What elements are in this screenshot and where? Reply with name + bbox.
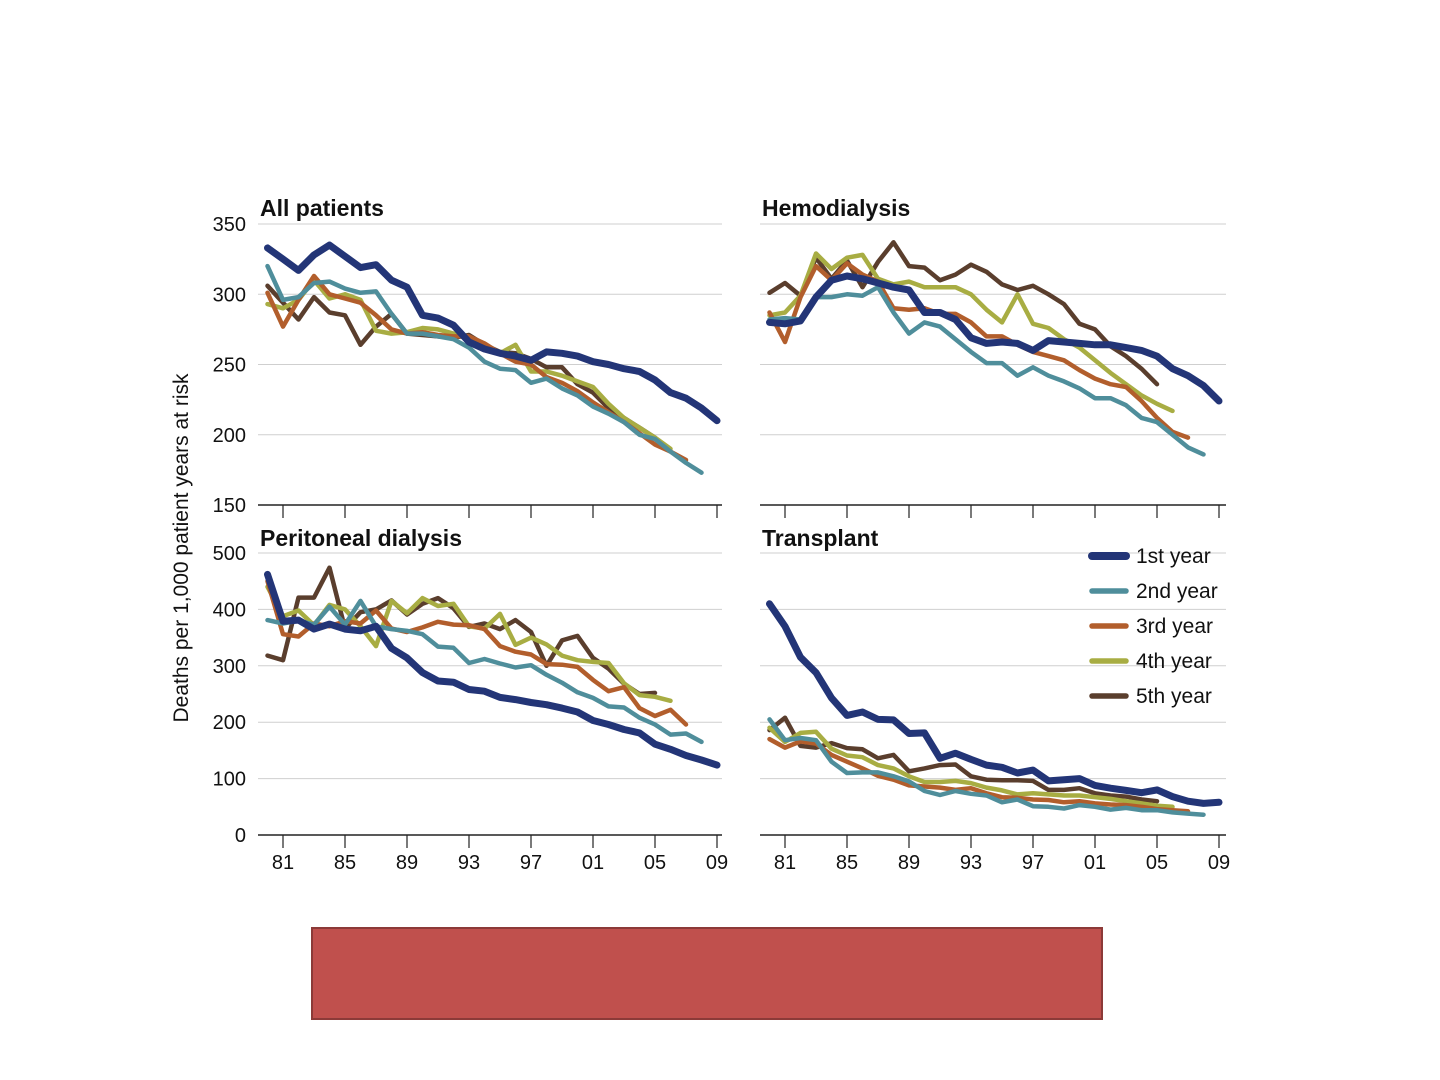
red-banner-box [311, 927, 1103, 1020]
series-line-3rd-year [265, 578, 689, 727]
y-tick-label: 200 [213, 425, 246, 447]
y-tick-label: 100 [213, 769, 246, 791]
y-tick-label: 350 [213, 214, 246, 236]
series-line-4th-year [265, 584, 673, 704]
y-tick-label: 150 [213, 495, 246, 517]
y-axis-label: Deaths per 1,000 patient years at risk [170, 373, 193, 723]
legend-label: 5th year [1136, 685, 1212, 708]
x-tick-label: 81 [272, 852, 294, 874]
y-tick-label: 300 [213, 284, 246, 306]
series-line-2nd-year [265, 598, 704, 745]
panel-transplant: 81 85 89 93 97 01 05 09 Transplant [760, 525, 1230, 874]
y-tick-label: 500 [213, 543, 246, 565]
panel-title: All patients [260, 195, 384, 221]
series-line-2nd-year [767, 717, 1206, 817]
panel-title: Transplant [762, 525, 879, 551]
x-tick-label: 05 [644, 852, 666, 874]
y-tick-label: 0 [235, 825, 246, 847]
legend-label: 4th year [1136, 650, 1212, 673]
y-tick-label: 250 [213, 355, 246, 377]
x-tick-label: 97 [520, 852, 542, 874]
x-tick-label: 01 [582, 852, 604, 874]
series-line-3rd-year [767, 261, 1191, 440]
series-line-1st-year [766, 600, 1223, 807]
x-tick-label: 09 [1208, 852, 1230, 874]
y-tick-label: 400 [213, 599, 246, 621]
x-tick-label: 89 [898, 852, 920, 874]
series-line-1st-year [264, 570, 721, 769]
x-tick-label: 81 [774, 852, 796, 874]
x-tick-label: 93 [458, 852, 480, 874]
x-tick-label: 09 [706, 852, 728, 874]
series-line-2nd-year [265, 263, 704, 475]
legend-label: 3rd year [1136, 615, 1213, 638]
series-line-2nd-year [767, 284, 1206, 457]
panel-peritoneal-dialysis: 0 100 200 300 400 500 81 85 89 93 97 01 05 09 Peritone… [213, 525, 729, 874]
y-tick-label: 300 [213, 656, 246, 678]
legend-label: 1st year [1136, 545, 1211, 568]
series-line-4th-year [767, 251, 1175, 414]
panel-title: Peritoneal dialysis [260, 525, 462, 551]
x-tick-label: 89 [396, 852, 418, 874]
x-tick-label: 01 [1084, 852, 1106, 874]
panel-hemodialysis: Hemodialysis [760, 195, 1226, 518]
y-tick-label: 200 [213, 712, 246, 734]
series-line-1st-year [264, 241, 721, 425]
panel-title: Hemodialysis [762, 195, 910, 221]
x-tick-label: 85 [334, 852, 356, 874]
series-line-5th-year [767, 715, 1160, 804]
panel-all-patients: 150 200 250 300 350 All patients [213, 195, 722, 518]
x-tick-label: 85 [836, 852, 858, 874]
legend-label: 2nd year [1136, 580, 1218, 603]
series-line-1st-year [766, 272, 1223, 405]
x-tick-label: 05 [1146, 852, 1168, 874]
series-line-4th-year [767, 725, 1175, 810]
x-tick-label: 93 [960, 852, 982, 874]
series-line-3rd-year [767, 736, 1191, 814]
series-line-5th-year [265, 565, 658, 697]
x-tick-label: 97 [1022, 852, 1044, 874]
legend: 1st year 2nd year 3rd year 4th year 5th year [1088, 545, 1218, 708]
